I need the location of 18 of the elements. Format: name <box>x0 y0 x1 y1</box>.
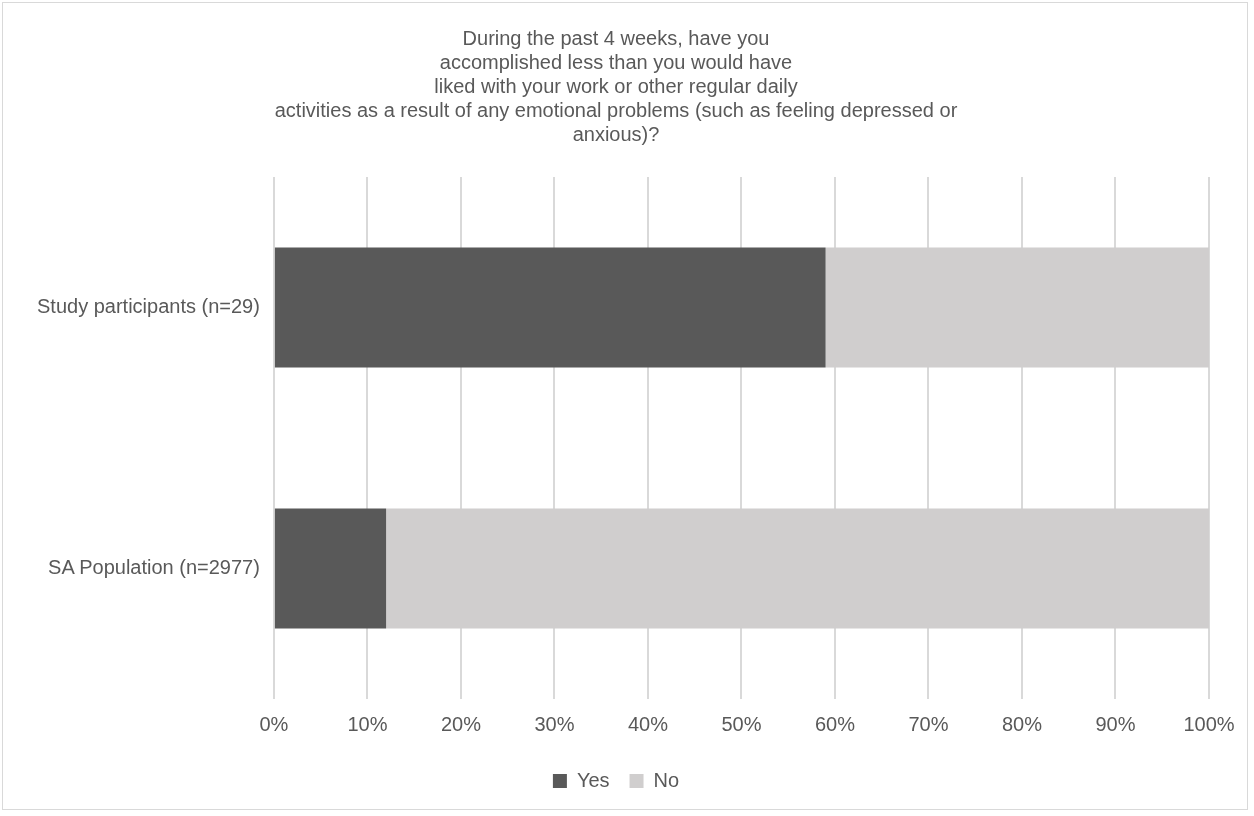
x-tick-label: 50% <box>721 712 762 735</box>
legend-label: No <box>653 768 680 791</box>
legend-label: Yes <box>576 768 610 791</box>
x-tick-label: 20% <box>440 712 482 735</box>
y-tick-label: Study participants (n=29) <box>36 295 260 318</box>
x-tick-label: 0% <box>259 712 289 735</box>
x-tick-label: 30% <box>534 712 575 735</box>
x-tick-label: 80% <box>1001 712 1043 735</box>
bar <box>274 247 826 368</box>
x-tick-label: 40% <box>627 712 669 735</box>
y-tick-label: SA Population (n=2977) <box>48 556 260 579</box>
x-tick-label: 70% <box>908 712 949 735</box>
x-tick-label: 100% <box>1183 712 1235 735</box>
x-tick-label: 90% <box>1095 712 1136 735</box>
x-tick-label: 10% <box>347 712 388 735</box>
x-tick-label: 60% <box>814 712 856 735</box>
chart-title: During the past 4 weeks, have you accomplished less than you would have liked with your work or other regular daily activities as a result of any emotional problems (such as feeling depressed or anxious)? <box>274 26 958 145</box>
bar <box>274 508 387 629</box>
